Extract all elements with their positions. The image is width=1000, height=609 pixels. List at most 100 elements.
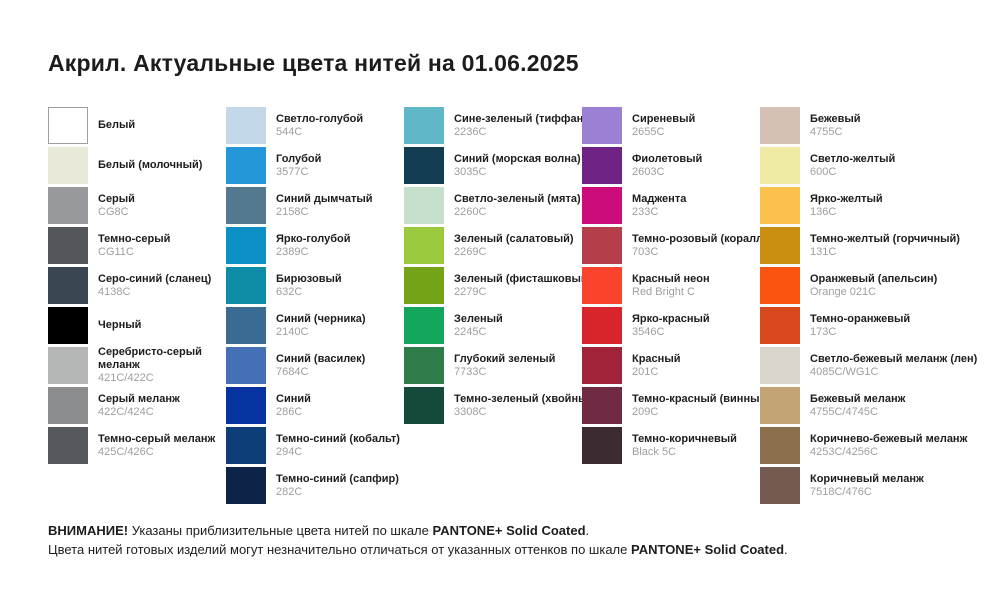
color-name: Синий (черника): [276, 312, 366, 325]
pantone-code: 4755C: [810, 125, 843, 138]
footer-pantone-label-1: PANTONE+ Solid Coated: [432, 523, 586, 538]
color-label: Светло-голубой 544C: [276, 107, 363, 144]
pantone-code: 3308C: [454, 405, 487, 418]
color-name: Светло-желтый: [810, 152, 896, 165]
color-label: Синий 286C: [276, 387, 311, 424]
color-swatch: [48, 187, 88, 224]
color-label: Фиолетовый 2603C: [632, 147, 702, 184]
color-row: Светло-зеленый (мята) 2260C: [404, 187, 582, 227]
color-row: Светло-желтый 600C: [760, 147, 938, 187]
color-swatch: [582, 227, 622, 264]
pantone-code: 2140C: [276, 325, 309, 338]
color-column: Бежевый 4755C Светло-желтый 600C Ярко-желтый…: [760, 107, 977, 507]
color-row: Глубокий зеленый 7733C: [404, 347, 582, 387]
color-swatch: [404, 307, 444, 344]
color-swatch: [760, 307, 800, 344]
color-swatch: [582, 427, 622, 464]
color-row: Красный 201C: [582, 347, 760, 387]
color-name: Темно-оранжевый: [810, 312, 911, 325]
color-name: Сиреневый: [632, 112, 696, 125]
pantone-code: 2260C: [454, 205, 487, 218]
pantone-code: 209C: [632, 405, 659, 418]
color-row: Синий (морская волна) 3035C: [404, 147, 582, 187]
color-row: Серебристо-серый меланж 421C/422C: [48, 346, 226, 387]
color-name: Белый (молочный): [98, 159, 203, 171]
pantone-code: 632C: [276, 285, 303, 298]
color-row: Синий (черника) 2140C: [226, 307, 404, 347]
pantone-code: 703C: [632, 245, 659, 258]
color-row: Темно-коричневый Black 5C: [582, 427, 760, 467]
color-name: Серый меланж: [98, 392, 180, 405]
color-label: Глубокий зеленый 7733C: [454, 347, 555, 384]
color-name: Глубокий зеленый: [454, 352, 556, 365]
pantone-code: 2236C: [454, 125, 487, 138]
pantone-code: 7684C: [276, 365, 309, 378]
color-swatch: [760, 347, 800, 384]
color-swatch: [760, 147, 800, 184]
pantone-code: CG11C: [98, 245, 134, 258]
pantone-code: 2603C: [632, 165, 665, 178]
pantone-code: 3577C: [276, 165, 309, 178]
color-label: Зеленый 2245C: [454, 307, 503, 344]
color-label: Белый (молочный): [98, 147, 202, 184]
color-name: Темно-розовый (коралл): [632, 232, 767, 245]
color-row: Ярко-голубой 2389C: [226, 227, 404, 267]
color-label: Оранжевый (апельсин) Orange 021C: [810, 267, 937, 304]
pantone-code: 422C/424C: [98, 405, 154, 418]
color-name: Серебристо-серый меланж: [98, 346, 202, 371]
color-name: Ярко-желтый: [810, 192, 883, 205]
color-name: Зеленый (салатовый): [454, 232, 574, 245]
color-label: Бежевый меланж 4755C/4745C: [810, 387, 905, 424]
color-label: Темно-красный (винный) 209C: [632, 387, 770, 424]
color-row: Серо-синий (сланец) 4138C: [48, 267, 226, 307]
color-row: Темно-зеленый (хвойный) 3308C: [404, 387, 598, 427]
color-name: Синий: [276, 392, 311, 405]
footer-line-1: ВНИМАНИЕ! Указаны приблизительные цвета …: [48, 521, 788, 540]
pantone-code: 7518C/476C: [810, 485, 872, 498]
color-row: Бирюзовый 632C: [226, 267, 404, 307]
color-swatch: [404, 387, 444, 424]
color-row: Сине-зеленый (тиффани) 2236C: [404, 107, 594, 147]
color-swatch: [582, 187, 622, 224]
color-row: Бежевый меланж 4755C/4745C: [760, 387, 938, 427]
color-label: Красный неон Red Bright C: [632, 267, 710, 304]
color-name: Светло-бежевый меланж (лен): [810, 352, 978, 365]
color-row: Темно-синий (кобальт) 294C: [226, 427, 404, 467]
color-label: Красный 201C: [632, 347, 680, 384]
color-name: Красный: [632, 352, 681, 365]
color-label: Ярко-красный 3546C: [632, 307, 710, 344]
color-name: Сине-зеленый (тиффани): [454, 112, 594, 125]
color-label: Коричневый меланж 7518C/476C: [810, 467, 924, 504]
pantone-code: 294C: [276, 445, 303, 458]
pantone-code: 286C: [276, 405, 303, 418]
color-swatch: [404, 347, 444, 384]
color-swatch: [760, 467, 800, 504]
pantone-code: 600C: [810, 165, 837, 178]
color-label: Ярко-голубой 2389C: [276, 227, 351, 264]
color-name: Фиолетовый: [632, 152, 703, 165]
color-label: Сине-зеленый (тиффани) 2236C: [454, 107, 594, 144]
color-name: Бирюзовый: [276, 272, 342, 285]
color-label: Светло-бежевый меланж (лен) 4085C/WG1C: [810, 347, 977, 384]
color-swatch: [48, 307, 88, 344]
color-label: Зеленый (салатовый) 2269C: [454, 227, 574, 264]
footer-line-2: Цвета нитей готовых изделий могут незнач…: [48, 540, 788, 559]
color-name: Темно-желтый (горчичный): [810, 232, 960, 245]
color-swatch: [48, 347, 88, 384]
color-label: Ярко-желтый 136C: [810, 187, 883, 224]
color-name: Синий (василек): [276, 352, 366, 365]
color-row: Серый меланж 422C/424C: [48, 387, 226, 427]
color-column: Сиреневый 2655C Фиолетовый 2603C Маджента 233…: [582, 107, 770, 507]
color-label: Темно-оранжевый 173C: [810, 307, 910, 344]
color-row: Коричневый меланж 7518C/476C: [760, 467, 938, 507]
color-label: Синий дымчатый 2158C: [276, 187, 373, 224]
color-row: Ярко-красный 3546C: [582, 307, 760, 347]
color-name: Темно-зеленый (хвойный): [454, 392, 598, 405]
color-label: Темно-розовый (коралл) 703C: [632, 227, 767, 264]
color-label: Темно-синий (сапфир) 282C: [276, 467, 399, 504]
color-column: Белый Белый (молочный) Серый CG8C Темно-серы…: [48, 107, 226, 507]
color-row: Серый CG8C: [48, 187, 226, 227]
color-column: Сине-зеленый (тиффани) 2236C Синий (морска…: [404, 107, 598, 507]
color-name: Бежевый меланж: [810, 392, 906, 405]
